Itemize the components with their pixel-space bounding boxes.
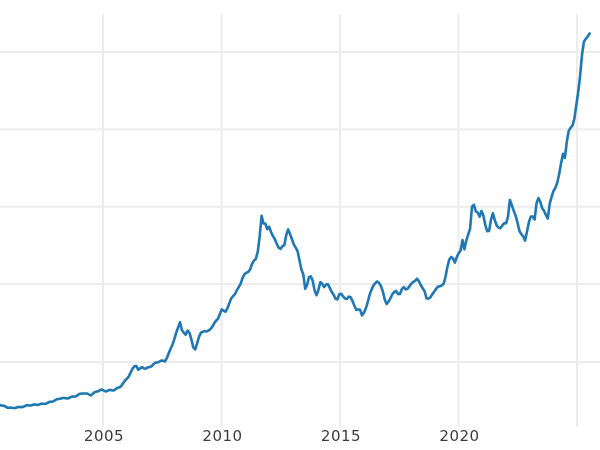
x-tick-label-2005: 2005 [83,427,125,445]
x-tick-label-2020: 2020 [439,427,480,445]
x-tick-label-2015: 2015 [320,427,362,445]
price-line [0,32,591,410]
x-tick-label-2010: 2010 [202,427,243,445]
